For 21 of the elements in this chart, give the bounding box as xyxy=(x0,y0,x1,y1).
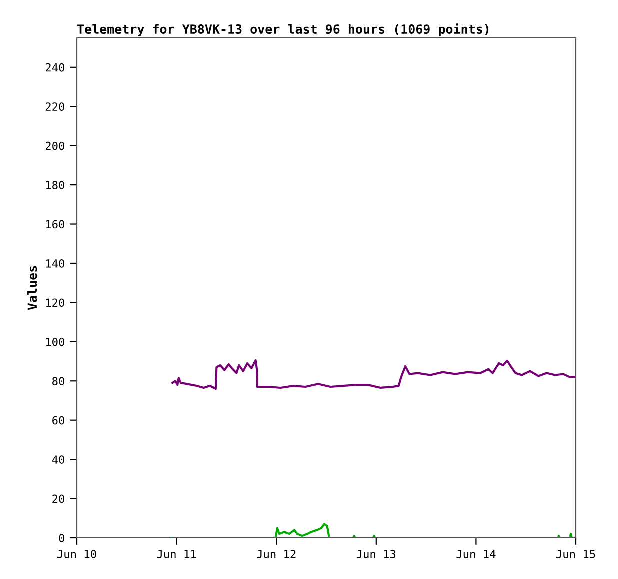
x-tick-label: Jun 14 xyxy=(456,550,496,558)
y-tick-label: 160 xyxy=(46,220,64,229)
y-tick-label: 220 xyxy=(46,102,64,112)
y-tick-label: 80 xyxy=(52,377,64,386)
y-tick-label: 180 xyxy=(46,181,64,190)
x-tick-label: Jun 10 xyxy=(58,550,96,558)
y-axis-title: Values xyxy=(27,266,38,310)
y-tick-label: 140 xyxy=(46,259,64,268)
y-tick-label: 100 xyxy=(46,338,64,346)
y-tick-label: 60 xyxy=(52,416,64,425)
chart-title: Telemetry for YB8VK-13 over last 96 hours (1069 points) xyxy=(78,24,489,36)
y-tick-label: 200 xyxy=(46,142,64,150)
x-tick-label: Jun 11 xyxy=(157,550,196,558)
x-tick-label: Jun 15 xyxy=(556,550,596,558)
y-tick-label: 20 xyxy=(52,494,64,504)
y-tick-label: 0 xyxy=(59,534,64,542)
y-tick-label: 120 xyxy=(46,298,64,308)
x-tick-label: Jun 12 xyxy=(257,550,296,558)
y-tick-label: 40 xyxy=(52,456,64,464)
y-tick-label: 240 xyxy=(46,63,64,72)
x-tick-label: Jun 13 xyxy=(356,550,396,558)
